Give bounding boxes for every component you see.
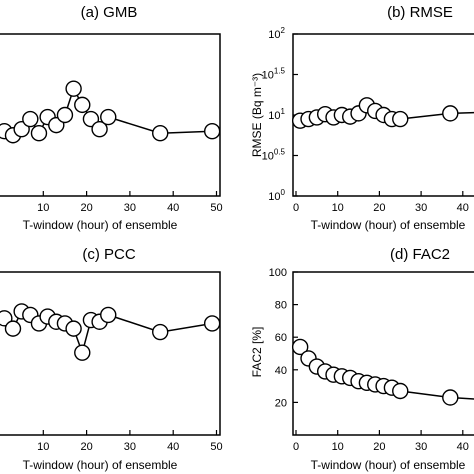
panel-b-series (291, 97, 474, 129)
panel-a-x-tick-label: 50 (210, 202, 222, 214)
panel-a-x-tick-label: 30 (124, 202, 136, 214)
panel-c-x-tick-label: 10 (37, 441, 49, 453)
panel-a-data-point (100, 108, 117, 126)
panel-b-y-label: RMSE (Bq m⁻³) (250, 73, 264, 157)
panel-d-y-tick-label: 60 (275, 332, 287, 344)
panel-c-x-label: T-window (hour) of ensemble (23, 458, 178, 472)
panel-c-title: (c) PCC (82, 246, 135, 263)
panel-a-data-point (203, 122, 221, 140)
panel-a-x-tick-label: 40 (167, 202, 179, 214)
panel-c-data-point (100, 306, 117, 324)
panel-b-x-ticks: 0 10 20 30 40 (293, 191, 469, 214)
panel-a-x-tick-label: 10 (37, 202, 49, 214)
panel-a-data-point (74, 96, 91, 114)
panel-c-data-point (4, 320, 22, 337)
panel-a-x-label: T-window (hour) of ensemble (23, 218, 178, 232)
panel-b-title: (b) RMSE (387, 4, 453, 21)
panel-a-x-tick-label: 20 (80, 202, 92, 214)
panel-d-x-tick-label: 30 (415, 441, 427, 453)
panel-b-x-tick-label: 30 (415, 202, 427, 214)
panel-d-y-tick-label: 80 (275, 300, 287, 312)
panel-c-x-tick-label: 40 (167, 441, 179, 453)
panel-d-x-tick-label: 40 (457, 441, 469, 453)
panel-b-x-label: T-window (hour) of ensemble (311, 218, 466, 232)
panel-b-x-tick-label: 40 (457, 202, 469, 214)
panel-b-data-point (442, 105, 459, 122)
panel-d-data-point (442, 389, 459, 406)
panel-d-y-tick-label: 40 (275, 365, 287, 377)
panel-d-y-tick-label: 100 (269, 267, 287, 279)
panel-d-x-ticks: 0 10 20 30 40 (293, 430, 469, 453)
panel-b-y-tick-label: 101.5 (262, 67, 286, 82)
panel-c-frame (0, 271, 221, 436)
panel-a-data-point (65, 80, 82, 97)
panel-c-x-tick-label: 20 (80, 441, 92, 453)
panel-b-data-point (392, 110, 409, 128)
panel-d-data-point (392, 382, 409, 400)
panel-d-x-label: T-window (hour) of ensemble (311, 458, 466, 472)
panel-c-x-tick-label: 50 (210, 441, 222, 453)
panel-c-data-point (203, 315, 221, 332)
panel-c-x-tick-label: 30 (124, 441, 136, 453)
panel-d-frame (292, 271, 474, 436)
panel-d-x-tick-label: 0 (293, 441, 299, 453)
panel-c: (c) PCC 10 20 30 40 50 T-window (hour) of en… (0, 246, 223, 472)
panel-b-x-tick-label: 0 (293, 202, 299, 214)
panel-c-data-point (152, 323, 169, 341)
panel-c-data-point (74, 344, 91, 361)
panel-a-data-point (22, 110, 39, 128)
panel-b: (b) RMSE 100 100.5 101 101.5 102 0 10 20 30 40 R… (250, 4, 474, 232)
panel-b-y-tick-label: 102 (268, 26, 285, 41)
panel-a-data-point (152, 125, 169, 142)
panel-a-x-ticks: 10 20 30 40 50 (37, 191, 223, 214)
panel-d-series (291, 338, 474, 406)
panel-b-y-tick-label: 101 (268, 107, 285, 122)
panel-a-data-point (30, 125, 48, 142)
panel-d-y-ticks: 20 40 60 80 100 (269, 267, 298, 409)
panel-c-x-ticks: 10 20 30 40 50 (37, 430, 223, 453)
panel-d-x-tick-label: 10 (332, 441, 344, 453)
panel-c-series (0, 303, 221, 361)
panel-b-x-tick-label: 20 (373, 202, 385, 214)
panel-a-data-point (91, 120, 108, 138)
panel-a-series (0, 80, 221, 144)
panel-d-y-tick-label: 20 (275, 397, 287, 409)
panel-a: (a) GMB 10 20 30 40 50 T-window (hour) of en… (0, 4, 223, 232)
panel-a-frame (0, 33, 221, 197)
panel-d-x-tick-label: 20 (373, 441, 385, 453)
panel-c-data-point (65, 320, 82, 337)
panel-d-y-label: FAC2 [%] (250, 327, 264, 378)
panel-d-title: (d) FAC2 (390, 246, 450, 263)
panel-d-data-point (291, 338, 309, 356)
panel-a-data-point (56, 106, 74, 124)
panel-b-y-ticks: 100 100.5 101 101.5 102 (262, 26, 298, 203)
panel-b-y-tick-label: 100 (268, 188, 285, 203)
panel-a-title: (a) GMB (81, 4, 138, 21)
panel-b-y-tick-label: 100.5 (262, 148, 286, 163)
panel-b-x-tick-label: 10 (332, 202, 344, 214)
